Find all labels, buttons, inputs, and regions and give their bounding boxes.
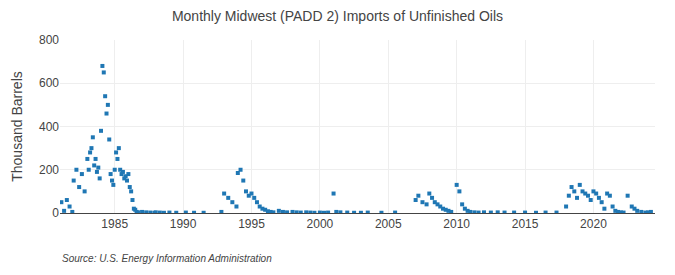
svg-text:600: 600 xyxy=(39,76,59,90)
svg-text:200: 200 xyxy=(39,163,59,177)
svg-text:1995: 1995 xyxy=(238,217,265,231)
svg-text:2000: 2000 xyxy=(307,217,334,231)
svg-text:2010: 2010 xyxy=(443,217,470,231)
svg-text:2020: 2020 xyxy=(580,217,607,231)
svg-text:Source: U.S. Energy Informatio: Source: U.S. Energy Information Administ… xyxy=(62,253,272,264)
svg-text:400: 400 xyxy=(39,120,59,134)
svg-text:1990: 1990 xyxy=(170,217,197,231)
svg-text:0: 0 xyxy=(52,206,59,220)
svg-text:Thousand Barrels: Thousand Barrels xyxy=(9,71,25,182)
svg-text:800: 800 xyxy=(39,33,59,47)
svg-text:2015: 2015 xyxy=(512,217,539,231)
svg-text:1985: 1985 xyxy=(101,217,128,231)
svg-text:Monthly Midwest (PADD 2) Impor: Monthly Midwest (PADD 2) Imports of Unfi… xyxy=(172,8,503,24)
svg-text:2005: 2005 xyxy=(375,217,402,231)
